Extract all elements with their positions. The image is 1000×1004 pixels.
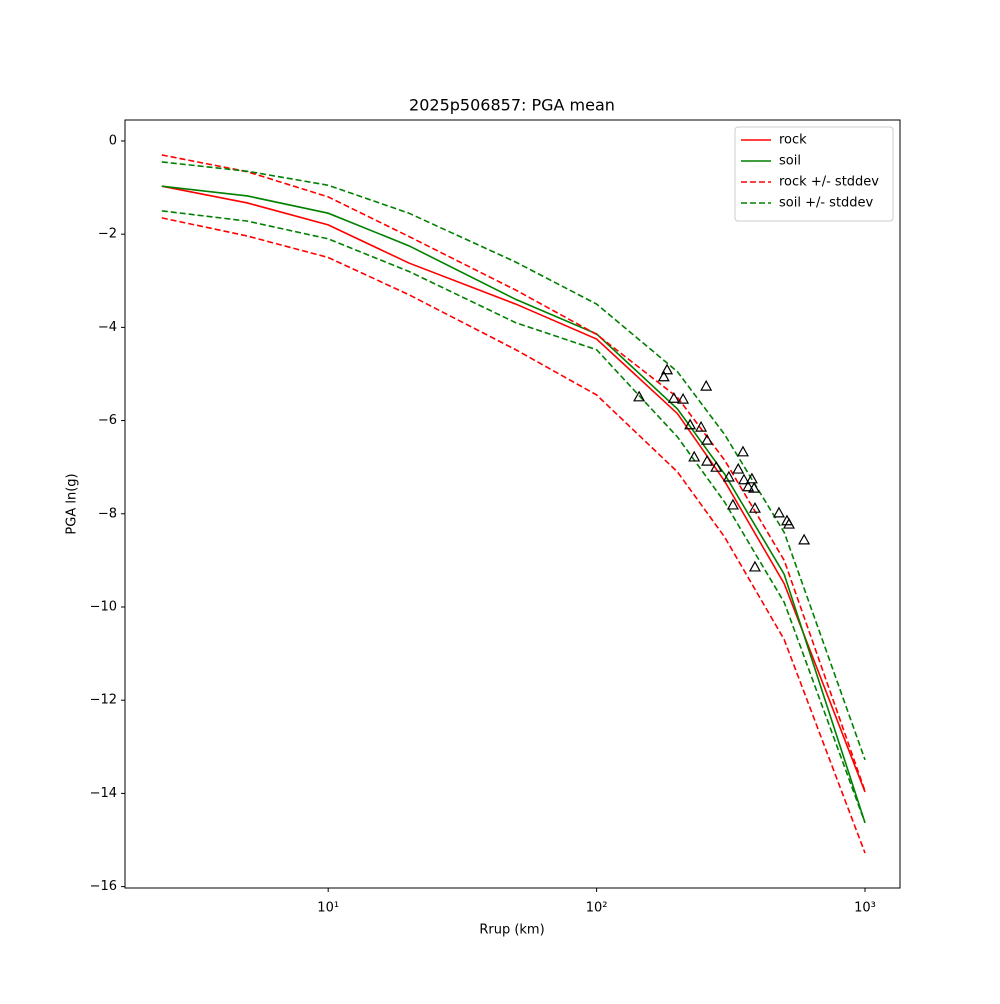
observation-marker <box>726 498 739 510</box>
observation-marker <box>722 470 735 482</box>
y-tick-label: 0 <box>109 133 117 148</box>
legend-label: rock +/- stddev <box>779 175 879 190</box>
y-tick-label: −12 <box>90 693 117 708</box>
y-tick-label: −6 <box>98 413 117 428</box>
line-series <box>161 217 866 854</box>
y-tick-label: −10 <box>90 599 117 614</box>
observation-marker <box>748 560 761 572</box>
line-series <box>161 185 866 824</box>
observation-marker <box>710 460 723 472</box>
plot-frame <box>124 119 901 889</box>
legend-label: rock <box>779 133 807 148</box>
legend-box <box>734 126 894 222</box>
legend-label: soil <box>779 154 801 169</box>
x-tick-label: 10³ <box>854 901 876 916</box>
observation-marker <box>748 481 761 493</box>
observation-marker <box>667 391 680 403</box>
observation-marker <box>782 517 796 529</box>
y-axis-label: PGA ln(g) <box>65 473 80 534</box>
x-tick-label: 10¹ <box>317 901 339 916</box>
observation-marker <box>737 473 750 485</box>
y-tick-label: −14 <box>90 786 117 801</box>
observation-marker <box>736 445 749 457</box>
observation-marker <box>695 420 708 432</box>
observation-marker <box>657 370 670 382</box>
observation-marker <box>661 363 674 375</box>
legend-label: soil +/- stddev <box>779 196 874 211</box>
observation-marker <box>684 418 697 430</box>
line-series <box>161 210 866 824</box>
observation-marker <box>745 472 758 484</box>
line-series <box>161 154 866 792</box>
y-tick-label: −16 <box>90 879 117 894</box>
observation-marker <box>700 379 713 391</box>
observation-marker <box>742 480 755 492</box>
y-tick-label: −4 <box>98 320 117 335</box>
observation-marker <box>677 392 690 404</box>
observation-marker <box>798 533 811 545</box>
observation-marker <box>701 433 714 445</box>
observation-marker <box>732 462 745 474</box>
observation-marker <box>772 506 785 518</box>
observation-marker <box>701 454 714 466</box>
x-tick-label: 10² <box>586 901 608 916</box>
line-series <box>161 185 866 793</box>
observation-marker <box>688 450 701 462</box>
observation-marker <box>748 501 761 513</box>
x-axis-label: Rrup (km) <box>479 923 544 938</box>
y-tick-label: −8 <box>98 506 117 521</box>
chart-title: 2025p506857: PGA mean <box>409 96 615 115</box>
observation-marker <box>633 390 646 402</box>
y-tick-label: −2 <box>98 227 117 242</box>
